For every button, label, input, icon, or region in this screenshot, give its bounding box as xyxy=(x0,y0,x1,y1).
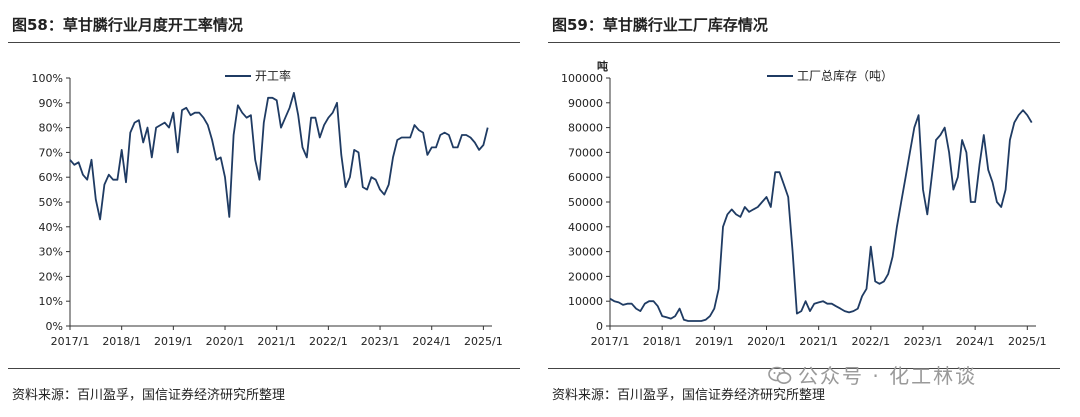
y-unit-label: 吨 xyxy=(597,59,608,73)
y-tick-label: 0% xyxy=(46,320,63,333)
y-tick-label: 90% xyxy=(39,97,63,110)
series-line xyxy=(609,109,1033,322)
y-tick-label: 20% xyxy=(39,270,63,283)
x-tick-label: 2025/1 xyxy=(1008,335,1047,348)
y-tick-label: 20000 xyxy=(568,270,603,283)
y-tick-label: 70000 xyxy=(568,146,603,159)
x-tick-label: 2022/1 xyxy=(309,335,348,348)
wechat-icon xyxy=(768,366,792,386)
source-note: 资料来源：百川盈孚，国信证券经济研究所整理 xyxy=(12,388,286,403)
figure-title: 图58：草甘膦行业月度开工率情况 xyxy=(12,16,243,34)
x-tick-label: 2017/1 xyxy=(51,335,90,348)
x-tick-label: 2022/1 xyxy=(851,335,890,348)
y-tick-label: 30% xyxy=(39,246,63,259)
source-divider xyxy=(8,368,520,369)
x-tick-label: 2018/1 xyxy=(643,335,682,348)
y-tick-label: 80000 xyxy=(568,122,603,135)
y-tick-label: 100% xyxy=(32,72,63,85)
y-tick-label: 80% xyxy=(39,122,63,135)
title-divider xyxy=(8,42,520,43)
x-tick-label: 2017/1 xyxy=(591,335,630,348)
y-tick-label: 0 xyxy=(596,320,603,333)
x-tick-label: 2019/1 xyxy=(695,335,734,348)
x-tick-label: 2025/1 xyxy=(464,335,503,348)
source-note: 资料来源：百川盈孚，国信证券经济研究所整理 xyxy=(552,388,826,403)
x-tick-label: 2018/1 xyxy=(102,335,141,348)
x-tick-label: 2020/1 xyxy=(747,335,786,348)
x-tick-label: 2020/1 xyxy=(206,335,245,348)
legend-label: 工厂总库存（吨） xyxy=(797,68,893,83)
y-tick-label: 90000 xyxy=(568,97,603,110)
y-tick-label: 70% xyxy=(39,146,63,159)
y-tick-label: 30000 xyxy=(568,246,603,259)
y-tick-label: 40000 xyxy=(568,221,603,234)
chart-panel-operating-rate: 图58：草甘膦行业月度开工率情况 0% 10% 20% 30% 40% 50% 60% 70%… xyxy=(8,0,528,417)
title-divider xyxy=(548,42,1060,43)
y-tick-label: 10000 xyxy=(568,295,603,308)
chart-panel-inventory: 图59：草甘膦行业工厂库存情况 0 10000 20000 30000 40000 500… xyxy=(548,0,1068,417)
x-tick-label: 2023/1 xyxy=(361,335,400,348)
legend-label: 开工率 xyxy=(255,68,291,83)
x-tick-label: 2023/1 xyxy=(904,335,943,348)
y-tick-label: 50000 xyxy=(568,196,603,209)
y-tick-label: 100000 xyxy=(561,72,603,85)
y-tick-label: 50% xyxy=(39,196,63,209)
inventory-chart: 0 10000 20000 30000 40000 50000 60000 70000 8000… xyxy=(561,59,1047,348)
x-tick-label: 2024/1 xyxy=(956,335,995,348)
x-tick-label: 2024/1 xyxy=(412,335,451,348)
source-divider xyxy=(548,368,1060,369)
y-tick-label: 40% xyxy=(39,221,63,234)
x-tick-label: 2021/1 xyxy=(257,335,296,348)
watermark-text: 公众号 · 化工林谈 xyxy=(798,364,978,388)
y-tick-label: 60% xyxy=(39,171,63,184)
figure-title: 图59：草甘膦行业工厂库存情况 xyxy=(552,16,768,34)
x-tick-label: 2021/1 xyxy=(799,335,838,348)
x-tick-label: 2019/1 xyxy=(154,335,193,348)
y-tick-label: 10% xyxy=(39,295,63,308)
watermark: 公众号 · 化工林谈 xyxy=(768,360,977,389)
y-tick-label: 60000 xyxy=(568,171,603,184)
operating-rate-chart: 0% 10% 20% 30% 40% 50% 60% 70% 80% 90% 100% 2017/1 2… xyxy=(32,68,503,348)
series-line xyxy=(69,92,489,221)
